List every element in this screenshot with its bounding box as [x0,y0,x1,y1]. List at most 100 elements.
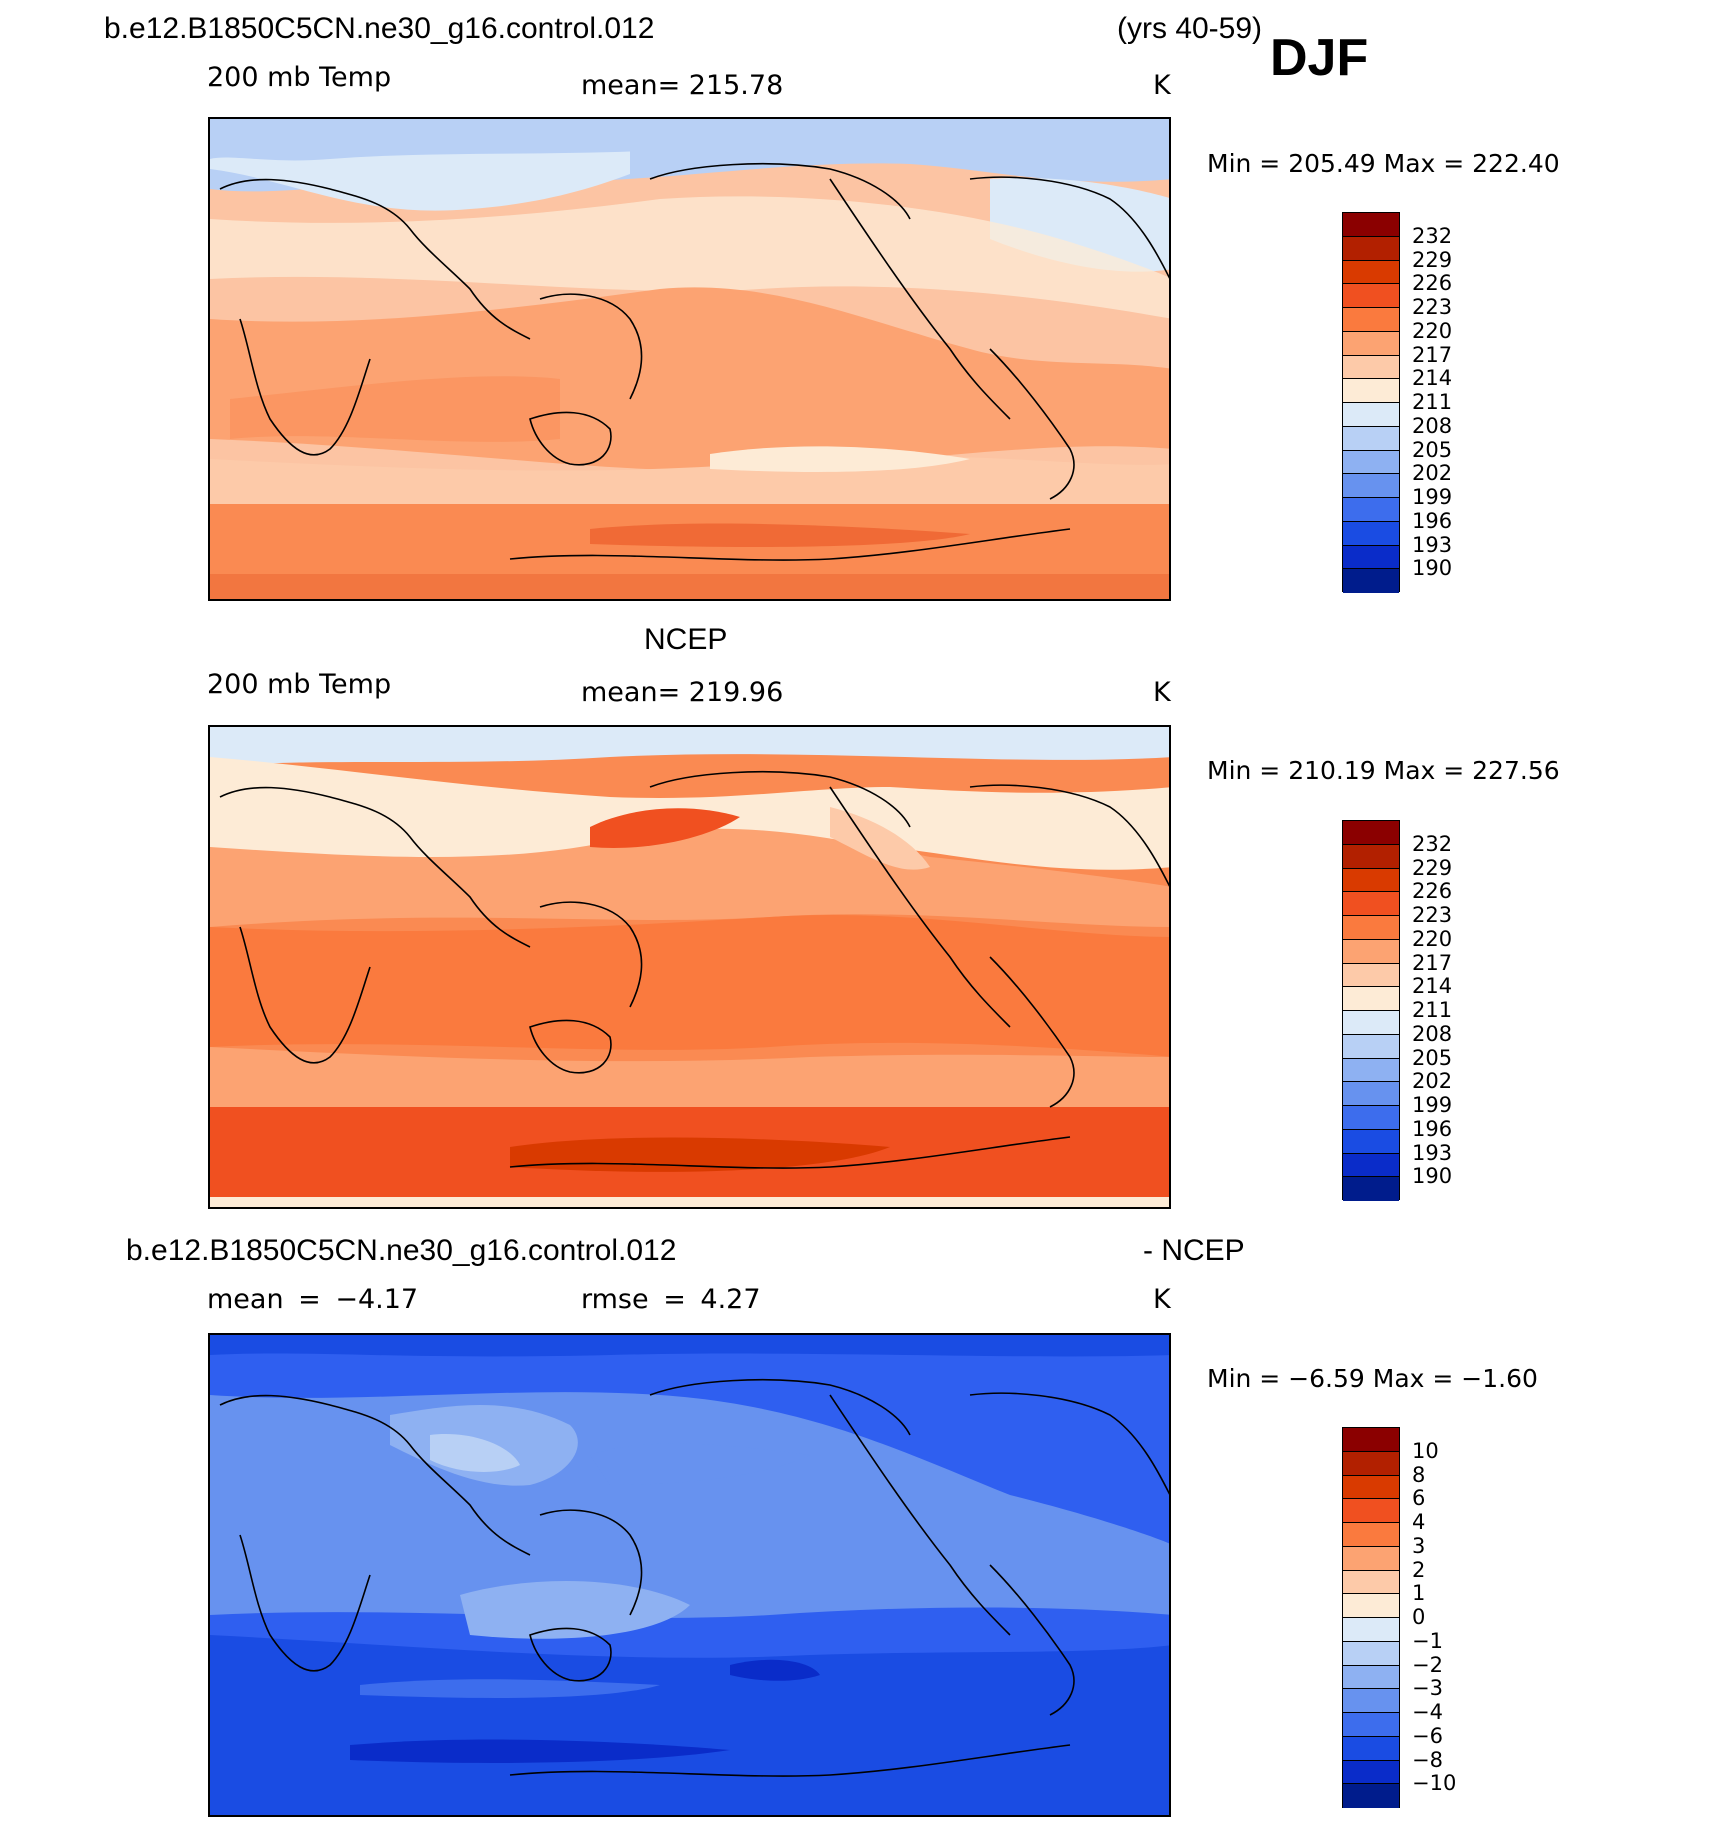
colorbar-swatch [1343,821,1399,845]
colorbar-swatch [1343,450,1399,475]
colorbar-level-label: 0 [1412,1605,1426,1629]
colorbar-level-label: 208 [1412,413,1453,438]
colorbar-swatch [1343,1475,1399,1500]
panel2-colorbar [1342,820,1400,1201]
panel1-left-label: 200 mb Temp [207,62,392,93]
colorbar-level-label: 190 [1412,556,1453,581]
colorbar-level-label: 2 [1412,1557,1426,1582]
colorbar-level-label: 223 [1412,903,1453,927]
colorbar-swatch [1343,1034,1399,1059]
colorbar-swatch [1343,1153,1399,1178]
colorbar-level-label: −10 [1412,1771,1457,1796]
panel1-mean-label: mean= 215.78 [581,70,784,101]
colorbar-swatch [1343,1594,1399,1618]
panel3-units: K [1153,1284,1171,1315]
colorbar-swatch [1343,1129,1399,1154]
panel1-colorbar [1342,212,1400,593]
colorbar-level-label: 208 [1412,1021,1453,1046]
colorbar-level-label: 211 [1412,998,1453,1022]
colorbar-level-label: 193 [1412,532,1453,557]
colorbar-level-label: 193 [1412,1140,1453,1165]
colorbar-swatch [1343,213,1399,237]
season-label: DJF [1270,29,1369,87]
colorbar-level-label: 223 [1412,295,1453,319]
colorbar-swatch [1343,939,1399,964]
colorbar-level-label: −8 [1412,1747,1443,1772]
colorbar-swatch [1343,987,1399,1011]
colorbar-swatch [1343,284,1399,308]
colorbar-level-label: −6 [1412,1723,1443,1748]
colorbar-level-label: 214 [1412,974,1453,999]
colorbar-swatch [1343,498,1399,522]
panel3-title-right: - NCEP [1143,1234,1245,1267]
colorbar-swatch [1343,236,1399,261]
colorbar-level-label: 202 [1412,461,1453,486]
panel2-map-svg [210,727,1169,1207]
colorbar-level-label: 214 [1412,366,1453,391]
panel3-map [208,1333,1171,1817]
panel3-rmse-label: rmse = 4.27 [581,1284,761,1315]
years-label: (yrs 40-59) [1117,12,1263,45]
colorbar-swatch [1343,426,1399,451]
panel1-map [208,117,1171,601]
colorbar-swatch [1343,1689,1399,1713]
colorbar-level-label: 196 [1412,508,1453,533]
panel3-colorbar [1342,1427,1400,1808]
colorbar-swatch [1343,1546,1399,1571]
colorbar-level-label: 199 [1412,1093,1453,1117]
panel2-units: K [1153,677,1171,708]
colorbar-level-label: 3 [1412,1533,1426,1558]
colorbar-swatch [1343,1428,1399,1452]
colorbar-level-label: 220 [1412,318,1453,343]
colorbar-level-label: −2 [1412,1652,1443,1677]
panel3-title: b.e12.B1850C5CN.ne30_g16.control.012 [126,1234,677,1267]
colorbar-level-label: −1 [1412,1628,1443,1653]
colorbar-level-label: 220 [1412,926,1453,951]
colorbar-swatch [1343,892,1399,916]
colorbar-swatch [1343,1523,1399,1547]
colorbar-swatch [1343,308,1399,332]
colorbar-level-label: 205 [1412,437,1453,462]
colorbar-level-label: 211 [1412,390,1453,414]
colorbar-swatch [1343,1570,1399,1595]
colorbar-swatch [1343,916,1399,940]
colorbar-swatch [1343,844,1399,869]
colorbar-level-label: 226 [1412,879,1453,904]
colorbar-level-label: 232 [1412,223,1453,248]
colorbar-level-label: 196 [1412,1116,1453,1141]
colorbar-level-label: 10 [1412,1438,1439,1463]
panel2-left-label: 200 mb Temp [207,669,392,700]
colorbar-swatch [1343,1058,1399,1083]
panel3-minmax: Min = −6.59 Max = −1.60 [1207,1364,1538,1393]
colorbar-level-label: 205 [1412,1045,1453,1070]
colorbar-level-label: 4 [1412,1510,1426,1534]
panel2-minmax: Min = 210.19 Max = 227.56 [1207,756,1560,785]
panel1-map-svg [210,119,1169,599]
colorbar-swatch [1343,521,1399,546]
colorbar-level-label: 199 [1412,485,1453,509]
colorbar-level-label: 202 [1412,1069,1453,1094]
panel1-units: K [1153,70,1171,101]
colorbar-swatch [1343,331,1399,356]
colorbar-level-label: 8 [1412,1462,1426,1487]
colorbar-swatch [1343,545,1399,570]
colorbar-swatch [1343,1618,1399,1642]
colorbar-swatch [1343,963,1399,988]
colorbar-swatch [1343,379,1399,403]
colorbar-level-label: −4 [1412,1700,1443,1724]
colorbar-level-label: −3 [1412,1676,1443,1701]
colorbar-level-label: 6 [1412,1486,1426,1511]
colorbar-swatch [1343,1082,1399,1106]
colorbar-swatch [1343,1760,1399,1785]
colorbar-level-label: 229 [1412,247,1453,272]
colorbar-swatch [1343,1784,1399,1808]
panel2-mean-label: mean= 219.96 [581,677,784,708]
colorbar-swatch [1343,1011,1399,1035]
colorbar-level-label: 232 [1412,831,1453,856]
colorbar-swatch [1343,569,1399,593]
colorbar-swatch [1343,1736,1399,1761]
colorbar-swatch [1343,1106,1399,1130]
colorbar-level-label: 190 [1412,1164,1453,1189]
colorbar-swatch [1343,474,1399,498]
colorbar-level-label: 217 [1412,342,1453,367]
